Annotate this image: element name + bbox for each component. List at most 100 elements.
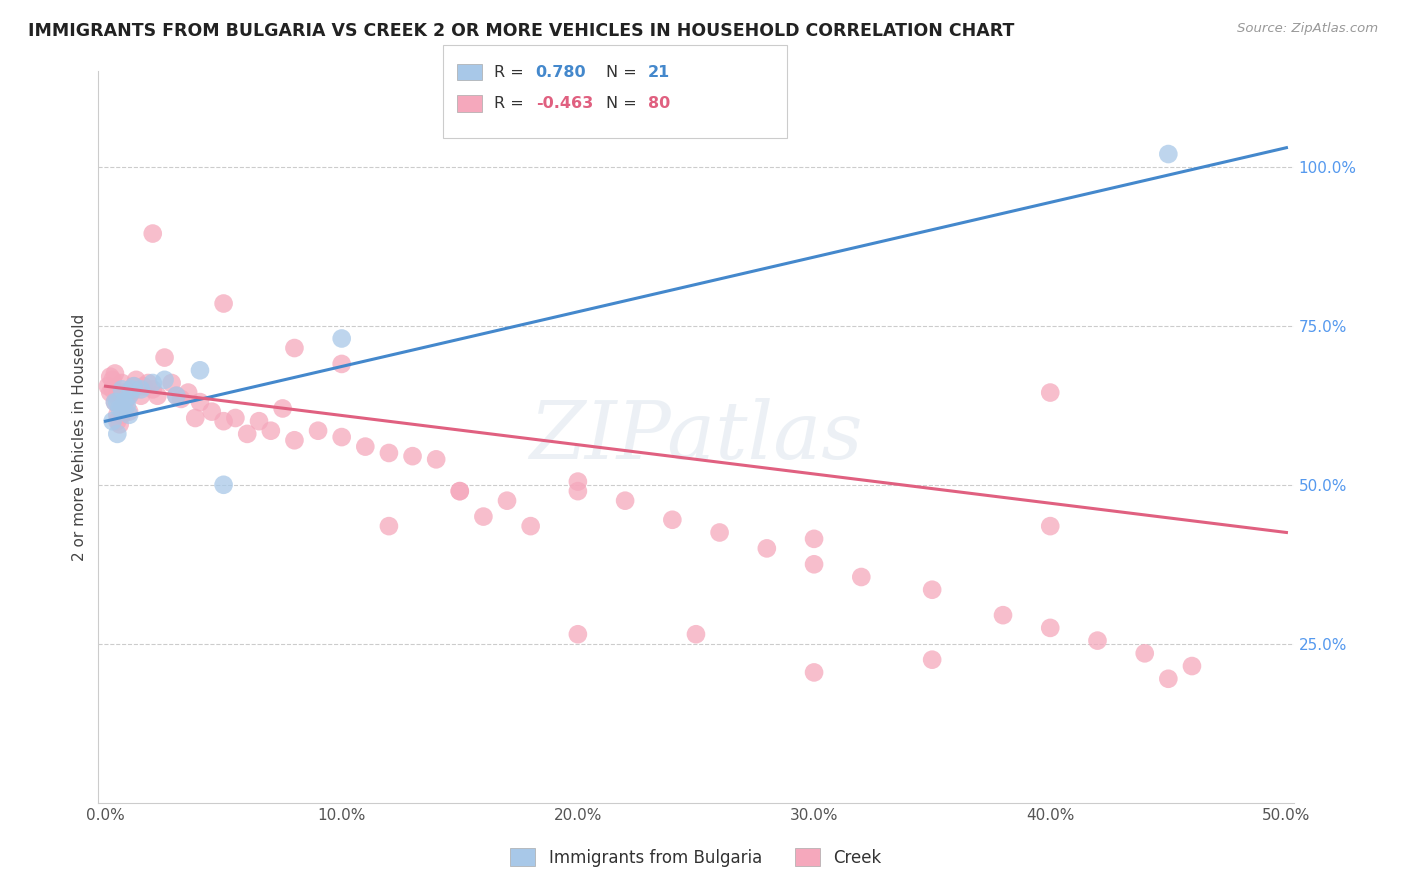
Point: [755, 541, 778, 556]
Point: [108, 417, 131, 432]
Point: [236, 426, 259, 441]
Point: [449, 484, 471, 499]
Point: [105, 395, 128, 409]
Text: N =: N =: [606, 96, 637, 111]
Point: [98, 385, 121, 400]
Point: [567, 475, 589, 489]
Point: [112, 395, 135, 409]
Point: [129, 389, 152, 403]
Point: [104, 367, 127, 381]
Point: [803, 665, 825, 680]
Point: [803, 532, 825, 546]
Text: ZIPatlas: ZIPatlas: [529, 399, 863, 475]
Point: [330, 331, 353, 345]
Point: [921, 653, 943, 667]
Point: [401, 449, 423, 463]
Point: [160, 376, 183, 390]
Point: [121, 385, 143, 400]
Point: [260, 424, 283, 438]
Point: [661, 513, 683, 527]
Point: [142, 376, 165, 390]
Point: [118, 389, 141, 403]
Point: [101, 414, 124, 428]
Point: [1181, 659, 1204, 673]
Point: [111, 383, 134, 397]
Point: [921, 582, 943, 597]
Text: IMMIGRANTS FROM BULGARIA VS CREEK 2 OR MORE VEHICLES IN HOUSEHOLD CORRELATION CH: IMMIGRANTS FROM BULGARIA VS CREEK 2 OR M…: [28, 22, 1015, 40]
Point: [709, 525, 731, 540]
Text: 21: 21: [648, 65, 671, 79]
Point: [122, 379, 145, 393]
Point: [105, 408, 128, 422]
Point: [165, 389, 187, 403]
Point: [112, 404, 135, 418]
Point: [803, 558, 825, 572]
Point: [101, 373, 124, 387]
Point: [97, 379, 120, 393]
Point: [105, 426, 128, 441]
Point: [614, 493, 637, 508]
Point: [519, 519, 541, 533]
Point: [105, 414, 128, 428]
Point: [121, 383, 143, 397]
Text: R =: R =: [494, 96, 523, 111]
Point: [271, 401, 294, 416]
Point: [307, 424, 329, 438]
Point: [108, 401, 131, 416]
Point: [177, 385, 200, 400]
Point: [991, 608, 1014, 623]
Point: [330, 430, 353, 444]
Text: -0.463: -0.463: [536, 96, 593, 111]
Point: [354, 440, 377, 454]
Point: [449, 484, 471, 499]
Point: [283, 434, 305, 448]
Point: [378, 519, 401, 533]
Point: [146, 389, 169, 403]
Point: [105, 389, 128, 403]
Point: [129, 383, 152, 397]
Point: [104, 395, 127, 409]
Point: [118, 385, 141, 400]
Point: [472, 509, 495, 524]
Point: [111, 401, 134, 416]
Point: [1157, 672, 1180, 686]
Point: [108, 385, 131, 400]
Point: [496, 493, 519, 508]
Point: [170, 392, 193, 406]
Text: Source: ZipAtlas.com: Source: ZipAtlas.com: [1237, 22, 1378, 36]
Point: [98, 369, 121, 384]
Point: [283, 341, 305, 355]
Point: [1133, 646, 1156, 660]
Point: [104, 395, 127, 409]
Point: [142, 227, 165, 241]
Point: [142, 383, 165, 397]
Point: [153, 373, 176, 387]
Point: [567, 627, 589, 641]
Point: [212, 414, 235, 428]
Text: N =: N =: [606, 65, 637, 79]
Point: [201, 404, 224, 418]
Text: 80: 80: [648, 96, 671, 111]
Point: [125, 373, 148, 387]
Text: R =: R =: [494, 65, 523, 79]
Point: [132, 379, 155, 393]
Point: [153, 351, 176, 365]
Point: [115, 392, 138, 406]
Point: [111, 376, 134, 390]
Point: [247, 414, 270, 428]
Text: 0.780: 0.780: [536, 65, 586, 79]
Point: [212, 296, 235, 310]
Point: [567, 484, 589, 499]
Point: [188, 363, 211, 377]
Y-axis label: 2 or more Vehicles in Household: 2 or more Vehicles in Household: [72, 313, 87, 561]
Point: [188, 395, 211, 409]
Point: [224, 411, 246, 425]
Point: [685, 627, 707, 641]
Point: [101, 383, 124, 397]
Point: [1087, 633, 1109, 648]
Legend: Immigrants from Bulgaria, Creek: Immigrants from Bulgaria, Creek: [502, 840, 890, 875]
Point: [1039, 385, 1062, 400]
Point: [212, 477, 235, 491]
Point: [1157, 147, 1180, 161]
Point: [1039, 519, 1062, 533]
